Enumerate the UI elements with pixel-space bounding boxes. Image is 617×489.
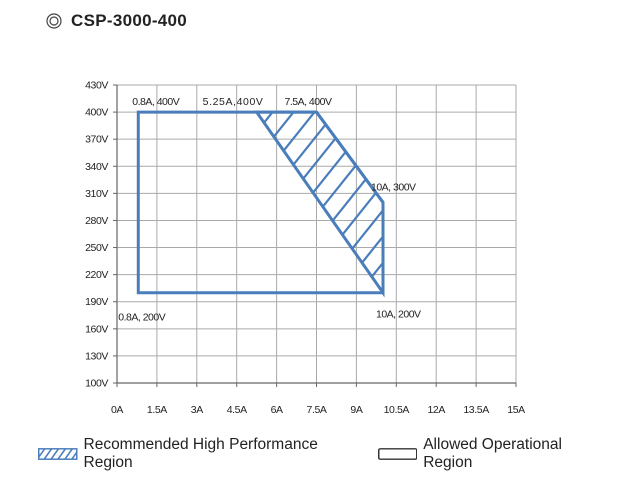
hatch-line	[329, 112, 383, 293]
legend-item-allowed: Allowed Operational Region	[377, 436, 613, 472]
y-tick-label: 160V	[85, 323, 108, 335]
x-tick-label: 12A	[427, 404, 445, 416]
annotation-label: 7.5A, 400V	[285, 96, 332, 108]
hatch-line	[36, 102, 196, 303]
annotation-label: 5.25A,400V	[203, 96, 264, 108]
legend: Recommended High Performance Region Allo…	[38, 436, 613, 471]
axes	[113, 84, 517, 387]
hatch-line	[256, 112, 366, 293]
legend-item-recommended: Recommended High Performance Region	[38, 436, 368, 472]
y-tick-label: 430V	[85, 80, 108, 92]
y-tick-label: 130V	[85, 350, 108, 362]
y-tick-label: 400V	[85, 107, 108, 119]
y-tick-label: 370V	[85, 134, 108, 146]
legend-label-allowed: Allowed Operational Region	[423, 436, 562, 471]
annotation-label: 0.8A, 200V	[118, 312, 165, 324]
hatch-line	[266, 112, 383, 293]
allowed-region-outline	[136, 110, 385, 295]
double-circle-icon	[46, 13, 62, 29]
hatch-line	[350, 112, 383, 293]
hatch-line	[256, 112, 282, 293]
x-tick-label: 9A	[350, 404, 362, 416]
outline-swatch-icon	[377, 448, 418, 460]
hatch-line	[256, 112, 303, 293]
x-tick-label: 1.5A	[147, 404, 167, 416]
y-tick-label: 280V	[85, 215, 108, 227]
hatched-swatch-icon	[38, 448, 78, 460]
annotation-label: 10A, 200V	[376, 309, 421, 321]
title-row: CSP-3000-400	[46, 9, 187, 33]
page-title: CSP-3000-400	[71, 11, 188, 30]
hatch-line	[393, 102, 553, 303]
hatch-line	[256, 112, 324, 293]
grid	[117, 84, 517, 383]
regions	[136, 110, 385, 298]
x-tick-label: 10.5A	[384, 404, 410, 416]
y-tick-label: 250V	[85, 242, 108, 254]
legend-label-recommended: Recommended High Performance Region	[83, 436, 318, 471]
y-tick-labels: 100V 130V 160V 190V 220V 250V 280V 310V 340V 370V…	[85, 80, 109, 390]
x-tick-label: 15A	[507, 404, 525, 416]
x-tick-label: 6A	[271, 404, 283, 416]
x-tick-label: 4.5A	[227, 404, 247, 416]
y-tick-label: 220V	[85, 269, 108, 281]
annotation-label: 0.8A, 400V	[132, 96, 179, 108]
x-tick-label: 0A	[111, 404, 123, 416]
chart: 100V 130V 160V 190V 220V 250V 280V 310V 340V 370V…	[36, 80, 574, 417]
hatch-line	[414, 102, 574, 303]
x-tick-labels: 0A 1.5A 3A 4.5A 6A 7.5A 9A 10.5A 12A 13.5A 15A	[111, 404, 526, 416]
hatch-line	[256, 112, 261, 293]
y-tick-label: 340V	[85, 161, 108, 173]
hatch-line	[256, 112, 383, 293]
x-tick-label: 3A	[191, 404, 203, 416]
y-tick-label: 190V	[85, 296, 108, 308]
annotations: 0.8A, 400V 5.25A,400V 7.5A, 400V 10A, 300V 0…	[118, 96, 421, 324]
x-tick-label: 13.5A	[463, 404, 489, 416]
x-tick-label: 7.5A	[307, 404, 327, 416]
y-tick-label: 100V	[85, 378, 108, 390]
y-tick-label: 310V	[85, 188, 108, 200]
annotation-label: 10A, 300V	[371, 181, 416, 193]
